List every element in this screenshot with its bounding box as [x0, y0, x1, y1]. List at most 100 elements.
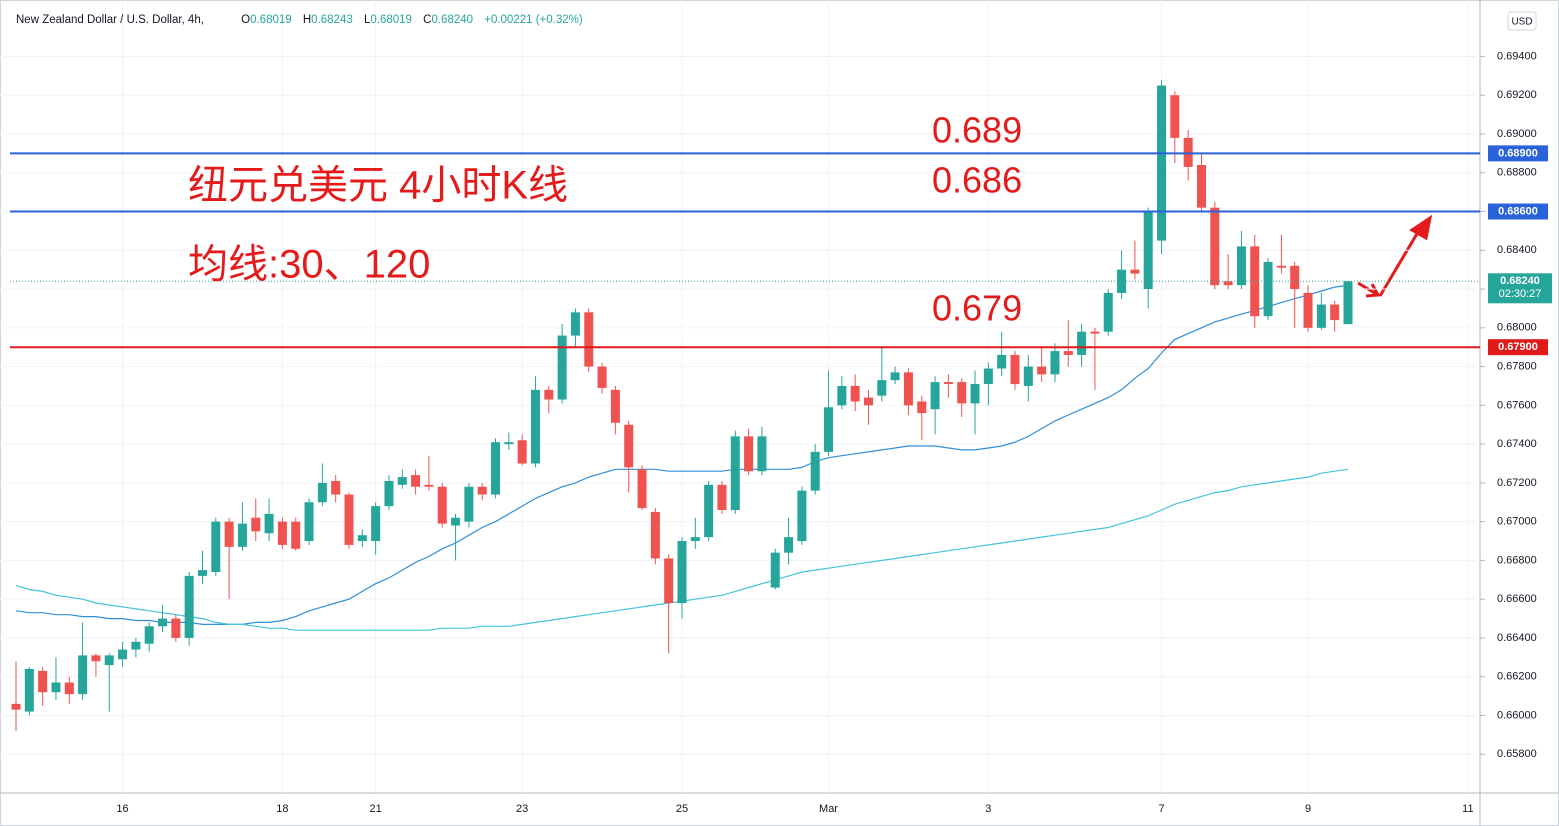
candle-body: [144, 626, 154, 644]
candle-body: [504, 442, 514, 445]
label: L: [363, 14, 371, 26]
candle-body: [158, 618, 168, 627]
y-tick-label: 0.69000: [1497, 128, 1537, 140]
candle-body: [1330, 304, 1340, 321]
candle-body: [1023, 366, 1033, 386]
x-tick-label: 18: [276, 803, 288, 815]
y-tick-label: 0.69200: [1497, 89, 1537, 101]
candle-body: [664, 558, 674, 604]
candle-body: [344, 494, 354, 545]
candle-body: [863, 397, 873, 406]
y-tick-label: 0.68800: [1497, 167, 1537, 179]
y-tick-label: 0.67600: [1497, 399, 1537, 411]
candle-body: [770, 552, 780, 588]
currency-badge[interactable]: [1507, 11, 1537, 31]
candle-body: [1037, 366, 1047, 375]
candle-body: [637, 469, 647, 509]
last-price-label: 0.68240: [1500, 275, 1540, 287]
candle-body: [411, 475, 421, 487]
ohlc-o: O0.68019: [241, 14, 296, 26]
candle-body: [757, 436, 767, 472]
candle-body: [717, 484, 727, 511]
candle-body: [1343, 281, 1353, 325]
y-tick-label: 0.66400: [1497, 632, 1537, 644]
candle-body: [317, 482, 327, 503]
candle-body: [943, 382, 953, 385]
candle-body: [1210, 207, 1220, 286]
candle-body: [131, 641, 141, 650]
candle-body: [1090, 331, 1100, 334]
ohlc-h: H0.68243: [303, 14, 357, 26]
candle-body: [650, 511, 660, 559]
candle-body: [197, 570, 207, 576]
annotation: 0.689: [932, 110, 1022, 151]
candle-body: [744, 436, 754, 472]
symbol: New Zealand Dollar / U.S. Dollar, 4h,: [16, 14, 204, 26]
candle-body: [810, 451, 820, 491]
candle-body: [304, 502, 314, 542]
candle-body: [118, 649, 128, 660]
y-tick-label: 0.68000: [1497, 322, 1537, 334]
annotation: 0.679: [932, 288, 1022, 329]
candle-body: [1290, 265, 1300, 290]
candle-body: [677, 541, 687, 604]
candle-body: [903, 372, 913, 406]
x-tick-label: 25: [676, 803, 688, 815]
annotation: 均线:30、120: [188, 243, 430, 287]
annotation: 纽元兑美元 4小时K线: [188, 164, 568, 208]
value: 0.68243: [311, 14, 353, 26]
candle-body: [38, 670, 48, 693]
ohlc-l: L0.68019: [364, 14, 416, 26]
candle-body: [424, 484, 434, 487]
y-tick-label: 0.67000: [1497, 516, 1537, 528]
candle-body: [1010, 354, 1020, 385]
candle-body: [1077, 331, 1087, 355]
candle-body: [824, 407, 834, 452]
y-tick-label: 0.69400: [1497, 50, 1537, 62]
x-tick-label: 9: [1305, 803, 1311, 815]
candle-body: [264, 513, 274, 534]
candle-body: [1263, 261, 1273, 317]
candle-body: [877, 380, 887, 396]
last-price-badge: [1488, 273, 1552, 304]
candle-body: [64, 682, 74, 695]
label: H: [302, 14, 312, 26]
label: O: [241, 14, 251, 26]
grid: [0, 0, 1480, 793]
y-tick-label: 0.67200: [1497, 477, 1537, 489]
value: 0.68019: [370, 14, 412, 26]
candle-body: [544, 389, 554, 400]
candle-body: [1170, 95, 1180, 138]
candle-body: [1303, 292, 1313, 328]
value: 0.68019: [250, 14, 292, 26]
ohlc-c: C0.68240: [423, 14, 477, 26]
candle-body: [957, 382, 967, 404]
candle-body: [1103, 292, 1113, 332]
candle-body: [517, 440, 527, 464]
candle-body: [1063, 351, 1073, 355]
candle-body: [51, 682, 61, 693]
candle-body: [464, 486, 474, 522]
y-tick-label: 0.66800: [1497, 554, 1537, 566]
countdown: 02:30:27: [1499, 288, 1542, 300]
candle-body: [291, 521, 301, 549]
y-tick-label: 0.68400: [1497, 244, 1537, 256]
candle-body: [184, 575, 194, 638]
candle-body: [837, 385, 847, 406]
legend: New Zealand Dollar / U.S. Dollar, 4h, O0…: [16, 14, 587, 26]
change: +0.00221 (+0.32%): [484, 14, 583, 26]
x-tick-label: 11: [1462, 803, 1473, 815]
candle-body: [237, 523, 247, 547]
candle-body: [557, 335, 567, 400]
y-tick-label: 0.65800: [1497, 748, 1537, 760]
candle-body: [530, 389, 540, 464]
candle-body: [797, 490, 807, 542]
y-tick-label: 0.66000: [1497, 709, 1537, 721]
x-tick-label: 21: [370, 803, 382, 815]
candle-body: [1196, 165, 1206, 208]
level-label: 0.68900: [1498, 147, 1538, 159]
